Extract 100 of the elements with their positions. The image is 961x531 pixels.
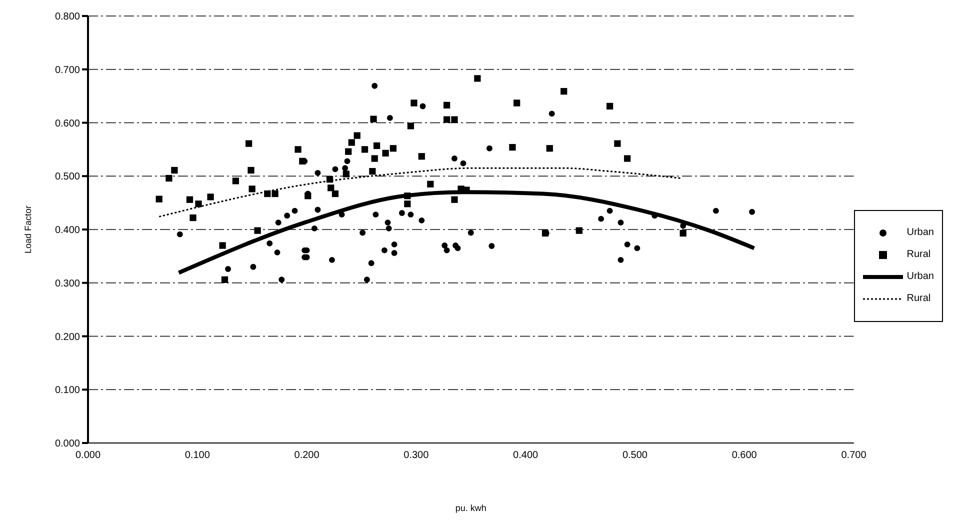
- point: [248, 166, 254, 174]
- y-tick-label: 0.500: [54, 172, 80, 183]
- x-tick-label: 0.600: [732, 450, 758, 462]
- point: [391, 250, 398, 256]
- point: [488, 243, 495, 250]
- point: [278, 276, 285, 283]
- point: [386, 114, 393, 121]
- point: [264, 190, 271, 198]
- y-tick-label: 0.400: [54, 225, 80, 236]
- point: [420, 103, 426, 110]
- point: [311, 225, 318, 232]
- point: [368, 260, 374, 266]
- point: [451, 116, 458, 123]
- x-tick-label: 0.100: [184, 450, 210, 462]
- point: [190, 214, 196, 222]
- y-tick-label: 0.300: [54, 278, 80, 290]
- point: [606, 102, 614, 110]
- point: [548, 110, 555, 117]
- point: [328, 256, 335, 263]
- point: [384, 220, 391, 226]
- point: [442, 242, 448, 248]
- point: [195, 200, 202, 208]
- point: [390, 145, 397, 152]
- point: [680, 230, 686, 237]
- point: [186, 196, 194, 203]
- point: [606, 208, 613, 214]
- y-tick-label: 0.200: [54, 332, 80, 343]
- point: [176, 231, 183, 238]
- point: [614, 140, 621, 147]
- point: [381, 247, 388, 254]
- point: [370, 116, 377, 122]
- point: [391, 241, 398, 248]
- x-tick-label: 0.300: [404, 450, 430, 462]
- point: [326, 176, 334, 183]
- legend-label: Urban: [906, 227, 934, 238]
- point: [514, 100, 520, 106]
- point: [342, 170, 350, 178]
- point: [749, 208, 755, 215]
- point: [345, 148, 352, 155]
- point: [232, 178, 239, 184]
- x-tick-label: 0.400: [513, 450, 539, 462]
- legend-label: Rural: [906, 293, 931, 304]
- point: [382, 150, 389, 156]
- x-tick-label: 0.500: [622, 450, 648, 462]
- point: [509, 144, 516, 151]
- point: [443, 116, 450, 123]
- point: [364, 276, 370, 283]
- point: [254, 227, 261, 234]
- point: [284, 212, 290, 219]
- point: [404, 200, 411, 208]
- point: [344, 158, 350, 164]
- point: [404, 192, 411, 200]
- point: [372, 212, 379, 218]
- point: [166, 174, 172, 182]
- point: [443, 102, 450, 108]
- legend-label: Rural: [906, 249, 931, 260]
- point: [408, 212, 414, 218]
- point: [427, 180, 434, 188]
- point: [410, 100, 418, 106]
- x-tick-label: 0.000: [75, 450, 101, 462]
- point: [418, 217, 425, 224]
- point: [219, 242, 226, 249]
- y-tick-label: 0.100: [54, 385, 80, 396]
- point: [292, 208, 298, 214]
- point: [299, 158, 306, 164]
- y-tick-label: 0.000: [54, 438, 80, 450]
- point: [451, 196, 458, 203]
- point: [618, 220, 624, 226]
- point: [398, 210, 405, 216]
- point: [248, 186, 256, 192]
- point: [560, 88, 568, 95]
- point: [328, 184, 334, 192]
- point: [576, 227, 582, 234]
- point: [342, 165, 348, 172]
- y-tick-label: 0.600: [54, 118, 80, 130]
- legend-label: Urban: [906, 271, 934, 282]
- point: [304, 192, 312, 200]
- point: [444, 247, 450, 254]
- point: [348, 139, 355, 146]
- point: [371, 155, 378, 162]
- point: [468, 230, 474, 236]
- point: [332, 166, 338, 172]
- y-tick-label: 0.700: [54, 64, 80, 76]
- point: [272, 190, 278, 198]
- point: [361, 146, 368, 153]
- point: [624, 241, 630, 248]
- point: [250, 264, 256, 270]
- point: [407, 122, 414, 130]
- point: [266, 240, 273, 246]
- point: [386, 225, 392, 232]
- point: [294, 146, 302, 153]
- point: [338, 212, 345, 218]
- point: [221, 276, 228, 283]
- x-axis-title: pu. kwh: [455, 503, 486, 513]
- point: [171, 166, 178, 174]
- point: [546, 145, 553, 152]
- point: [207, 194, 214, 200]
- point: [314, 170, 321, 176]
- point: [354, 132, 360, 139]
- point: [372, 82, 378, 89]
